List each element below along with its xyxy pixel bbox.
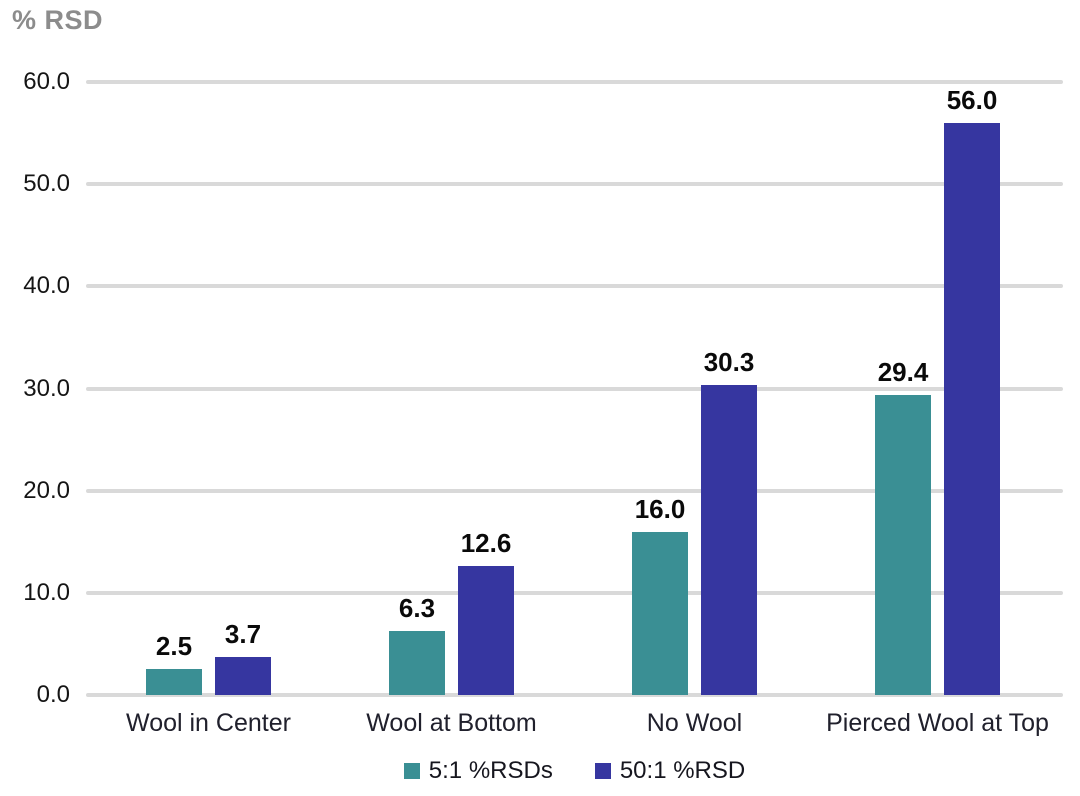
legend: 5:1 %RSDs 50:1 %RSD	[86, 750, 1063, 792]
y-tick-label: 40.0	[23, 272, 70, 300]
value-label: 3.7	[224, 619, 262, 650]
y-tick-label: 0.0	[36, 681, 70, 708]
category-label: No Wool	[646, 709, 743, 737]
plot-area: 2.5 6.3 16.0 29.4 3.7 12.6 30.3 56.0 Wool in Cen…	[86, 80, 1063, 737]
bar-5-1-rsds	[875, 394, 931, 695]
legend-label: 50:1 %RSD	[619, 757, 746, 784]
bar-50-1-rsd	[701, 385, 757, 695]
gridline	[86, 590, 1063, 595]
bar-50-1-rsd	[458, 566, 514, 695]
value-label: 29.4	[877, 356, 929, 387]
gridline	[86, 80, 1063, 84]
value-label: 16.0	[634, 493, 686, 524]
bar-5-1-rsds	[632, 531, 688, 695]
y-tick-label: 20.0	[23, 476, 70, 504]
value-label: 30.3	[703, 347, 755, 378]
y-tick-label: 10.0	[23, 578, 70, 606]
legend-label: 5:1 %RSDs	[428, 757, 553, 784]
gridline	[86, 693, 1063, 697]
gridline	[86, 488, 1063, 493]
legend-entry: 5:1 %RSDs	[403, 757, 553, 785]
category-label: Wool in Center	[126, 709, 291, 737]
gridline	[86, 182, 1063, 187]
legend-marker-icon	[403, 763, 420, 779]
value-label: 12.6	[460, 528, 512, 559]
y-tick-label: 50.0	[23, 170, 70, 198]
legend-entry: 50:1 %RSD	[594, 757, 746, 785]
y-tick-label: 60.0	[23, 68, 70, 95]
bar-50-1-rsd	[944, 122, 1000, 695]
chart-title: % RSD	[12, 5, 104, 35]
category-label: Wool at Bottom	[366, 709, 537, 737]
gridline	[86, 284, 1063, 289]
value-label: 56.0	[946, 84, 998, 115]
bar-50-1-rsd	[215, 657, 271, 695]
y-tick-label: 30.0	[23, 374, 70, 402]
y-axis: 0.0 10.0 20.0 30.0 40.0 50.0 60.0	[0, 68, 70, 708]
value-label: 2.5	[155, 631, 193, 662]
category-label: Pierced Wool at Top	[826, 709, 1049, 737]
legend-marker-icon	[594, 763, 611, 779]
value-label: 6.3	[398, 592, 436, 623]
bar-5-1-rsds	[146, 669, 202, 695]
gridline	[86, 386, 1063, 391]
bar-5-1-rsds	[389, 630, 445, 695]
